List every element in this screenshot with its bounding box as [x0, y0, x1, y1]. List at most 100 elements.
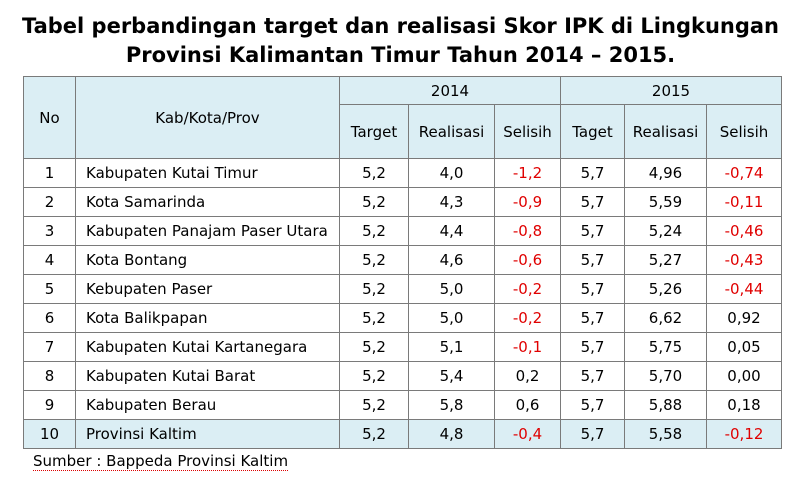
- cell-target-2015: 5,7: [560, 245, 625, 275]
- cell-target-2014: 5,2: [339, 361, 409, 391]
- cell-selisih-2015: -0,44: [706, 274, 782, 304]
- cell-region: Kebupaten Paser: [75, 274, 340, 304]
- header-year-2014: 2014: [339, 76, 561, 105]
- cell-selisih-2014: -0,2: [494, 303, 561, 333]
- table-row: 1 Kabupaten Kutai Timur 5,2 4,0 -1,2 5,7 4,96-…: [23, 158, 782, 188]
- cell-region: Kabupaten Kutai Timur: [75, 158, 340, 188]
- cell-realisasi-2014: 5,0: [408, 303, 495, 333]
- table-body: 1 Kabupaten Kutai Timur 5,2 4,0 -1,2 5,7 4,96-…: [23, 158, 782, 449]
- cell-selisih-2015: -0,74: [706, 158, 782, 188]
- cell-target-2014: 5,2: [339, 245, 409, 275]
- cell-target-2015: 5,7: [560, 332, 625, 362]
- cell-target-2014: 5,2: [339, 419, 409, 449]
- ipk-comparison-table: No Kab/Kota/Prov 2014 2015 Target Realis…: [23, 76, 782, 449]
- table-row: 5 Kebupaten Paser 5,2 5,0 -0,2 5,7 5,26 -0,44: [23, 274, 782, 304]
- cell-selisih-2015: -0,12: [706, 419, 782, 449]
- cell-target-2015: 5,7: [560, 158, 625, 188]
- cell-no: 8: [23, 361, 76, 391]
- cell-no: 10: [23, 419, 76, 449]
- cell-no: 4: [23, 245, 76, 275]
- header-selisih-2015: Selisih: [706, 104, 782, 159]
- cell-realisasi-2014: 4,4: [408, 216, 495, 246]
- table-row: 3 Kabupaten Panajam Paser Utara 5,2 4,4 -0,8…: [23, 216, 782, 246]
- cell-selisih-2014: 0,2: [494, 361, 561, 391]
- cell-realisasi-2014: 5,8: [408, 390, 495, 420]
- header-realisasi-2014: Realisasi: [408, 104, 495, 159]
- cell-no: 7: [23, 332, 76, 362]
- cell-target-2015: 5,7: [560, 274, 625, 304]
- cell-region: Provinsi Kaltim: [75, 419, 340, 449]
- cell-region: Kota Samarinda: [75, 187, 340, 217]
- cell-selisih-2014: -0,2: [494, 274, 561, 304]
- header-region: Kab/Kota/Prov: [75, 76, 340, 159]
- table-row: 7 Kabupaten Kutai Kartanegara 5,2 5,1 -0,1 5,…: [23, 332, 782, 362]
- cell-selisih-2015: 0,00: [706, 361, 782, 391]
- header-year-2015: 2015: [560, 76, 782, 105]
- cell-realisasi-2015: 5,59: [624, 187, 707, 217]
- cell-selisih-2014: -0,1: [494, 332, 561, 362]
- cell-selisih-2015: -0,43: [706, 245, 782, 275]
- cell-target-2015: 5,7: [560, 187, 625, 217]
- cell-target-2015: 5,7: [560, 390, 625, 420]
- cell-target-2014: 5,2: [339, 332, 409, 362]
- table-row: 10 Provinsi Kaltim 5,2 4,8 -0,4 5,7 5,58 -0,12: [23, 419, 782, 449]
- cell-realisasi-2015: 5,27: [624, 245, 707, 275]
- cell-realisasi-2015: 5,88: [624, 390, 707, 420]
- cell-no: 2: [23, 187, 76, 217]
- table-row: 6 Kota Balikpapan 5,2 5,0 -0,2 5,7 6,62 0,92: [23, 303, 782, 333]
- source-text: Sumber : Bappeda Provinsi Kaltim: [33, 452, 289, 471]
- cell-realisasi-2015: 5,75: [624, 332, 707, 362]
- table-row: 9 Kabupaten Berau 5,2 5,8 0,6 5,7 5,88 0,18: [23, 390, 782, 420]
- table-row: 8 Kabupaten Kutai Barat 5,2 5,4 0,2 5,7 5,70 0,…: [23, 361, 782, 391]
- cell-realisasi-2014: 5,0: [408, 274, 495, 304]
- table-row: 4 Kota Bontang 5,2 4,6 -0,6 5,7 5,27 -0,43: [23, 245, 782, 275]
- cell-target-2014: 5,2: [339, 274, 409, 304]
- cell-selisih-2015: -0,11: [706, 187, 782, 217]
- table-row: 2 Kota Samarinda 5,2 4,3 -0,9 5,7 5,59 -0,11: [23, 187, 782, 217]
- cell-realisasi-2015: 4,96: [624, 158, 707, 188]
- cell-selisih-2015: -0,46: [706, 216, 782, 246]
- cell-realisasi-2014: 5,1: [408, 332, 495, 362]
- header-no: No: [23, 76, 76, 159]
- cell-target-2014: 5,2: [339, 390, 409, 420]
- cell-region: Kabupaten Kutai Kartanegara: [75, 332, 340, 362]
- cell-target-2015: 5,7: [560, 419, 625, 449]
- cell-region: Kabupaten Berau: [75, 390, 340, 420]
- cell-realisasi-2014: 4,6: [408, 245, 495, 275]
- cell-realisasi-2015: 5,58: [624, 419, 707, 449]
- cell-no: 1: [23, 158, 76, 188]
- cell-target-2014: 5,2: [339, 158, 409, 188]
- table-title: Tabel perbandingan target dan realisasi …: [0, 12, 801, 70]
- title-line-2: Provinsi Kalimantan Timur Tahun 2014 – 2…: [125, 43, 676, 67]
- title-line-1: Tabel perbandingan target dan realisasi …: [21, 14, 780, 38]
- cell-selisih-2015: 0,18: [706, 390, 782, 420]
- header-realisasi-2015: Realisasi: [624, 104, 707, 159]
- cell-target-2015: 5,7: [560, 303, 625, 333]
- source-note: Sumber : Bappeda Provinsi Kaltim: [33, 452, 289, 471]
- cell-selisih-2014: 0,6: [494, 390, 561, 420]
- header-target-2014: Target: [339, 104, 409, 159]
- cell-realisasi-2014: 5,4: [408, 361, 495, 391]
- cell-realisasi-2015: 5,26: [624, 274, 707, 304]
- cell-selisih-2015: 0,05: [706, 332, 782, 362]
- cell-realisasi-2015: 5,70: [624, 361, 707, 391]
- cell-selisih-2014: -0,9: [494, 187, 561, 217]
- cell-target-2014: 5,2: [339, 303, 409, 333]
- cell-target-2015: 5,7: [560, 216, 625, 246]
- cell-selisih-2014: -0,8: [494, 216, 561, 246]
- cell-no: 9: [23, 390, 76, 420]
- cell-realisasi-2015: 5,24: [624, 216, 707, 246]
- cell-target-2014: 5,2: [339, 187, 409, 217]
- cell-realisasi-2014: 4,3: [408, 187, 495, 217]
- cell-realisasi-2014: 4,0: [408, 158, 495, 188]
- header-selisih-2014: Selisih: [494, 104, 561, 159]
- table-header: No Kab/Kota/Prov 2014 2015 Target Realis…: [23, 76, 782, 159]
- cell-selisih-2014: -0,4: [494, 419, 561, 449]
- cell-selisih-2014: -0,6: [494, 245, 561, 275]
- cell-realisasi-2015: 6,62: [624, 303, 707, 333]
- cell-realisasi-2014: 4,8: [408, 419, 495, 449]
- cell-region: Kabupaten Panajam Paser Utara: [75, 216, 340, 246]
- cell-region: Kota Balikpapan: [75, 303, 340, 333]
- cell-no: 5: [23, 274, 76, 304]
- header-target-2015: Taget: [560, 104, 625, 159]
